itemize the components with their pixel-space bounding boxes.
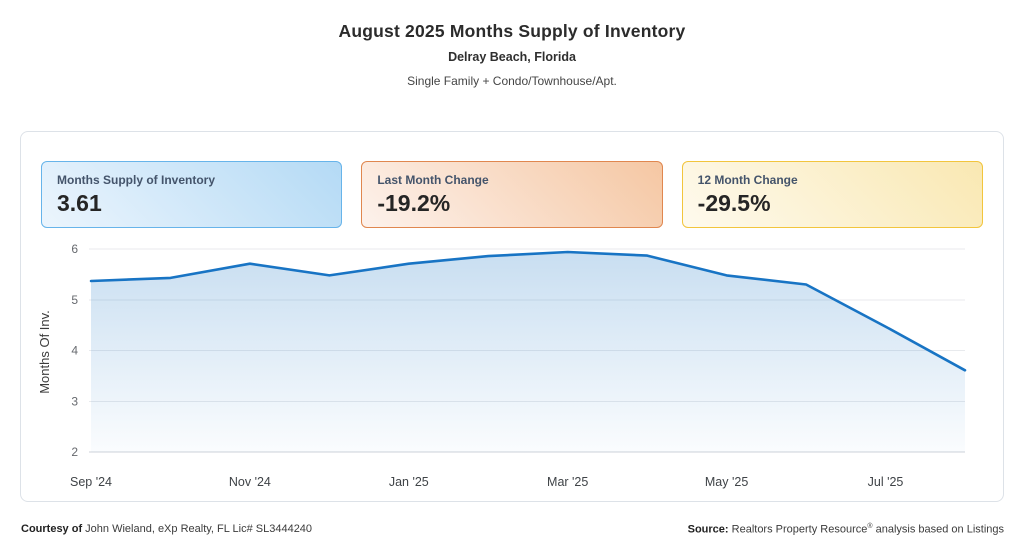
courtesy-note: Courtesy of John Wieland, eXp Realty, FL… xyxy=(21,523,312,535)
y-tick-label: 6 xyxy=(71,242,78,256)
y-tick-label: 3 xyxy=(71,394,78,408)
y-tick-labels: 2 3 4 5 6 xyxy=(71,242,78,459)
stat-card-12-month-change: 12 Month Change -29.5% xyxy=(681,161,983,228)
courtesy-label: Courtesy of xyxy=(21,523,83,535)
y-tick-label: 2 xyxy=(71,445,78,459)
y-tick-label: 5 xyxy=(71,293,78,307)
chart-card: Months Supply of Inventory 3.61 Last Mon… xyxy=(20,131,1004,502)
x-tick-label: Jan '25 xyxy=(389,475,429,489)
y-tick-label: 4 xyxy=(71,344,78,358)
x-tick-label: Nov '24 xyxy=(229,475,271,489)
stat-value: 3.61 xyxy=(57,190,102,216)
source-label: Source: xyxy=(687,523,729,536)
x-tick-label: Mar '25 xyxy=(547,475,588,489)
stat-label: Last Month Change xyxy=(377,173,489,187)
x-tick-labels: Sep '24 Nov '24 Jan '25 Mar '25 May '25 Jul '… xyxy=(70,475,903,489)
stat-value: -29.5% xyxy=(697,190,771,216)
x-tick-label: Jul '25 xyxy=(868,475,904,489)
source-text-2: analysis based on Listings xyxy=(872,523,1004,536)
courtesy-text: John Wieland, eXp Realty, FL Lic# SL3444… xyxy=(82,523,313,535)
stat-card-months-supply: Months Supply of Inventory 3.61 xyxy=(41,161,343,228)
stat-label: 12 Month Change xyxy=(697,173,798,187)
stat-value: -19.2% xyxy=(377,190,451,216)
stat-label: Months Supply of Inventory xyxy=(57,173,215,187)
x-tick-label: May '25 xyxy=(705,475,748,489)
page: August 2025 Months Supply of Inventory D… xyxy=(0,21,1024,558)
stat-card-last-month-change: Last Month Change -19.2% xyxy=(361,161,663,228)
stat-cards-row: Months Supply of Inventory 3.61 Last Mon… xyxy=(41,161,983,228)
registered-trademark-symbol: ® xyxy=(867,523,873,530)
y-axis-title: Months Of Inv. xyxy=(37,310,52,394)
source-text: Realtors Property Resource xyxy=(728,523,868,536)
source-note: Source: Realtors Property Resource® anal… xyxy=(688,523,1004,536)
area-fill xyxy=(91,252,965,452)
months-supply-area-chart: 2 3 4 5 6 Sep '24 Nov '24 Jan '25 Mar '25 May '25… xyxy=(37,242,967,489)
location-subtitle: Delray Beach, Florida xyxy=(448,50,576,64)
x-tick-label: Sep '24 xyxy=(70,475,112,489)
chart-area: 2 3 4 5 6 Sep '24 Nov '24 Jan '25 Mar '25 May '25… xyxy=(21,232,1003,502)
page-title: August 2025 Months Supply of Inventory xyxy=(338,21,686,41)
report-header: August 2025 Months Supply of Inventory D… xyxy=(0,21,1024,88)
series-line xyxy=(89,250,967,372)
property-type-label: Single Family + Condo/Townhouse/Apt. xyxy=(407,74,617,88)
